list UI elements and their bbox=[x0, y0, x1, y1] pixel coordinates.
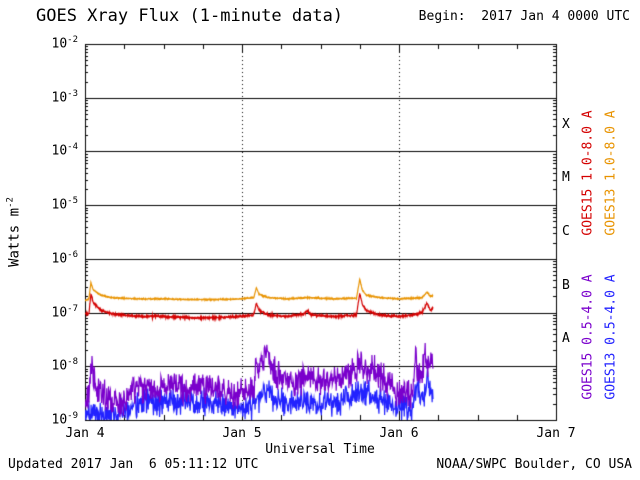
credit-label: NOAA/SWPC Boulder, CO USA bbox=[436, 457, 632, 472]
legend-goes15-long-label: GOES15 1.0-8.0 A bbox=[580, 110, 596, 236]
y-tick-label: 10-7 bbox=[51, 303, 79, 320]
x-tick-label: Jan 7 bbox=[536, 426, 576, 441]
flare-class-letter: B bbox=[562, 277, 570, 293]
legend-goes13-short-label: GOES13 0.5-4.0 A bbox=[603, 274, 619, 400]
legend-goes15-short-label: GOES15 0.5-4.0 A bbox=[580, 274, 596, 400]
y-tick-label: 10-8 bbox=[51, 357, 79, 374]
updated-timestamp: Updated 2017 Jan 6 05:11:12 UTC bbox=[8, 457, 259, 472]
flare-class-letter: X bbox=[562, 116, 570, 132]
x-tick-label: Jan 4 bbox=[65, 426, 105, 441]
y-tick-label: 10-6 bbox=[51, 249, 79, 267]
chart-title: GOES Xray Flux (1-minute data) bbox=[36, 6, 344, 26]
y-tick-label: 10-4 bbox=[51, 142, 79, 159]
legend-goes13-long-label: GOES13 1.0-8.0 A bbox=[603, 110, 619, 236]
y-tick-label: 10-9 bbox=[51, 411, 79, 428]
flare-class-letter: M bbox=[562, 170, 570, 186]
flare-class-letter: C bbox=[562, 224, 570, 239]
x-tick-label: Jan 5 bbox=[222, 426, 262, 441]
begin-time-label: Begin: 2017 Jan 4 0000 UTC bbox=[418, 9, 630, 24]
x-axis-label: Universal Time bbox=[265, 442, 375, 457]
y-tick-label: 10-5 bbox=[51, 196, 79, 213]
y-tick-label: 10-3 bbox=[51, 88, 79, 106]
x-tick-label: Jan 6 bbox=[379, 426, 419, 441]
flare-class-letter: A bbox=[562, 331, 570, 347]
y-tick-label: 10-2 bbox=[51, 35, 79, 52]
